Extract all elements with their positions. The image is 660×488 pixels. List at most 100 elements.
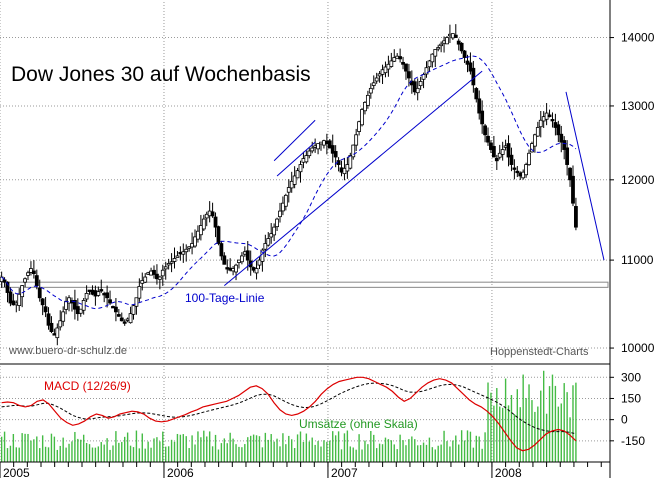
candle-body (509, 154, 514, 165)
candle-body (527, 152, 531, 166)
text-layer: Dow Jones 30 auf Wochenbasis 100-Tage-Li… (8, 63, 589, 431)
candle-body (245, 250, 250, 261)
candle-body (157, 276, 162, 280)
candle-body (108, 299, 112, 304)
price-ytick-label: 14000 (621, 31, 655, 45)
candle-body (330, 145, 335, 154)
price-ytick-label: 11000 (621, 253, 654, 267)
trendline-channel-lower (276, 141, 316, 177)
candle-body (234, 264, 238, 273)
candle-body (412, 81, 417, 93)
macd-ytick-label: 150 (621, 391, 641, 405)
candle-body (556, 124, 561, 136)
candle-body (222, 255, 227, 265)
candle-body (26, 272, 30, 276)
candle-body (357, 121, 361, 132)
candle-body (453, 34, 458, 38)
candle-body (307, 150, 312, 157)
candle-body (181, 251, 186, 255)
candle-body (216, 226, 221, 244)
candle-body (477, 98, 482, 114)
candle-body (96, 291, 101, 296)
candle-body (445, 37, 449, 45)
candle-body (538, 119, 543, 128)
candle-body (574, 206, 578, 228)
candle-body (497, 152, 502, 158)
candle-body (398, 56, 403, 60)
candle-body (155, 273, 159, 280)
candle-body (266, 238, 271, 246)
candle-body (275, 218, 279, 228)
xtick-label: 2007 (331, 466, 358, 480)
candle-body (72, 299, 77, 310)
candle-body (486, 135, 490, 143)
candle-body (462, 50, 467, 58)
candle-body (316, 143, 320, 150)
macd-label: MACD (12/26/9) (44, 379, 131, 393)
candle-body (143, 276, 148, 283)
candle-body (49, 322, 54, 332)
candle-body (58, 320, 63, 328)
candle-body (471, 67, 476, 86)
candle-body (20, 285, 25, 298)
candle-body (333, 151, 338, 158)
candle-body (160, 269, 165, 277)
candle-body (196, 230, 200, 240)
price-ytick-label: 12000 (621, 173, 655, 187)
candle-body (480, 110, 485, 125)
trendline-up-long (223, 70, 483, 287)
candle-body (351, 144, 356, 158)
candle-body (418, 81, 423, 87)
candle-body (254, 268, 259, 274)
candle-body (23, 278, 27, 283)
candle-body (172, 258, 177, 262)
candle-body (152, 269, 156, 275)
candle-body (348, 155, 353, 169)
candle-body (439, 43, 444, 47)
volume-layer (0, 370, 577, 462)
candle-body (327, 140, 332, 149)
candle-body (46, 313, 51, 326)
ma-line (1, 55, 577, 310)
chart-title: Dow Jones 30 auf Wochenbasis (11, 63, 311, 86)
macd-ytick-label: 0 (621, 413, 628, 427)
candle-body (193, 236, 197, 247)
ma-line-label: 100-Tage-Linie (185, 291, 265, 305)
candle-body (515, 170, 520, 174)
candle-body (272, 226, 277, 236)
candle-body (530, 143, 534, 153)
trendline-down (565, 91, 605, 261)
candle-body (424, 67, 429, 75)
candle-body (532, 134, 537, 147)
candle-body (166, 263, 171, 266)
macd-line (1, 376, 577, 452)
candle-body (163, 266, 168, 270)
candle-body (298, 164, 303, 173)
candle-body (40, 298, 45, 306)
candle-body (368, 87, 373, 94)
macd-ytick-label: -150 (621, 434, 645, 448)
candle-body (187, 246, 192, 249)
candle-body (550, 119, 555, 122)
trendline-channel-upper (273, 119, 316, 162)
candle-body (84, 293, 89, 300)
candle-body (433, 49, 438, 57)
macd-ytick-label: 300 (621, 370, 641, 384)
candle-body (559, 133, 564, 143)
candle-body (365, 94, 370, 106)
candle-body (547, 114, 552, 118)
candle-body (404, 63, 408, 72)
candle-body (377, 73, 382, 77)
candle-body (213, 216, 218, 228)
candle-body (2, 279, 7, 283)
candle-body (389, 60, 394, 67)
candle-body (401, 61, 405, 65)
xtick-label: 2005 (3, 466, 30, 480)
candle-body (81, 299, 86, 311)
candle-body (283, 194, 288, 207)
candle-body (310, 147, 315, 152)
xtick-label: 2006 (167, 466, 194, 480)
candle-body (392, 57, 397, 62)
candle-body (483, 125, 487, 136)
candle-body (55, 327, 60, 339)
